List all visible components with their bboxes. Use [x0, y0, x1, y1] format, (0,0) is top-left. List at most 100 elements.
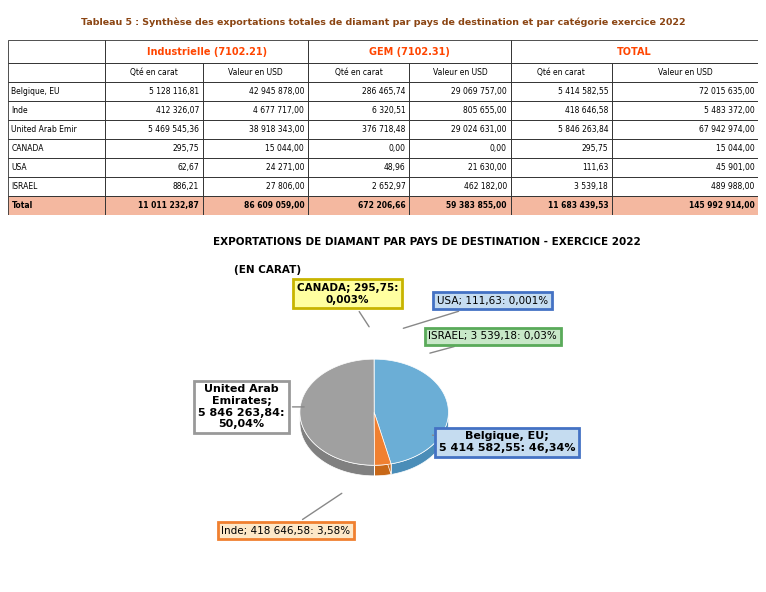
Text: United Arab
Emirates;
5 846 263,84:
50,04%: United Arab Emirates; 5 846 263,84: 50,0… [198, 384, 304, 429]
Bar [511, 197, 612, 215]
Text: 286 465,74: 286 465,74 [362, 87, 405, 96]
Text: 111,63: 111,63 [582, 163, 608, 172]
Bar [612, 158, 758, 177]
Text: CANADA; 295,75:
0,003%: CANADA; 295,75: 0,003% [297, 283, 398, 327]
Bar [105, 139, 203, 158]
Bar [203, 158, 308, 177]
Text: Inde: Inde [11, 106, 28, 115]
Bar [8, 158, 105, 177]
Bar [203, 197, 308, 215]
Bar [308, 40, 511, 63]
Text: 42 945 878,00: 42 945 878,00 [249, 87, 304, 96]
Text: 48,96: 48,96 [384, 163, 405, 172]
Text: Qté en carat: Qté en carat [538, 68, 585, 77]
Bar [8, 139, 105, 158]
Text: (EN CARAT): (EN CARAT) [234, 265, 302, 275]
Polygon shape [374, 412, 391, 474]
Bar [105, 82, 203, 101]
Text: Qté en carat: Qté en carat [335, 68, 382, 77]
Text: 2 652,97: 2 652,97 [372, 182, 405, 191]
Bar [105, 120, 203, 139]
Text: 805 655,00: 805 655,00 [463, 106, 507, 115]
Bar [612, 197, 758, 215]
Text: 295,75: 295,75 [172, 144, 199, 153]
Bar [409, 197, 511, 215]
Bar [308, 63, 409, 82]
Text: 0,00: 0,00 [388, 144, 405, 153]
Text: United Arab Emir: United Arab Emir [11, 125, 77, 134]
Bar [511, 158, 612, 177]
Bar [105, 197, 203, 215]
Bar [8, 101, 105, 120]
Bar [409, 101, 511, 120]
PathPatch shape [374, 412, 391, 465]
Bar [409, 120, 511, 139]
Text: Valeur en USD: Valeur en USD [658, 68, 712, 77]
Text: 45 901,00: 45 901,00 [716, 163, 755, 172]
Bar [612, 101, 758, 120]
Text: 3 539,18: 3 539,18 [574, 182, 608, 191]
Bar [8, 197, 105, 215]
Text: 0,00: 0,00 [490, 144, 507, 153]
Text: 15 044,00: 15 044,00 [266, 144, 304, 153]
Bar [105, 40, 308, 63]
Text: 5 414 582,55: 5 414 582,55 [558, 87, 608, 96]
Text: 86 609 059,00: 86 609 059,00 [244, 201, 304, 210]
Bar [203, 63, 308, 82]
Bar [612, 139, 758, 158]
Text: 72 015 635,00: 72 015 635,00 [699, 87, 755, 96]
Text: 6 320,51: 6 320,51 [372, 106, 405, 115]
Bar [8, 120, 105, 139]
Text: USA: USA [11, 163, 27, 172]
Text: Tableau 5 : Synthèse des exportations totales de diamant par pays de destination: Tableau 5 : Synthèse des exportations to… [80, 18, 686, 27]
Text: Inde; 418 646,58: 3,58%: Inde; 418 646,58: 3,58% [221, 493, 350, 536]
Text: Valeur en USD: Valeur en USD [433, 68, 487, 77]
Bar [105, 101, 203, 120]
Bar [203, 120, 308, 139]
Bar [612, 63, 758, 82]
PathPatch shape [300, 359, 375, 465]
Text: 5 128 116,81: 5 128 116,81 [149, 87, 199, 96]
Text: 5 483 372,00: 5 483 372,00 [704, 106, 755, 115]
Text: 489 988,00: 489 988,00 [711, 182, 755, 191]
Text: 29 069 757,00: 29 069 757,00 [451, 87, 507, 96]
Text: CANADA: CANADA [11, 144, 44, 153]
Bar [409, 139, 511, 158]
Text: Total: Total [11, 201, 33, 210]
Text: 29 024 631,00: 29 024 631,00 [451, 125, 507, 134]
Text: 462 182,00: 462 182,00 [463, 182, 507, 191]
Text: 5 846 263,84: 5 846 263,84 [558, 125, 608, 134]
Bar [8, 40, 105, 63]
Text: 11 011 232,87: 11 011 232,87 [138, 201, 199, 210]
Text: 4 677 717,00: 4 677 717,00 [254, 106, 304, 115]
Bar [105, 197, 203, 215]
Text: Valeur en USD: Valeur en USD [228, 68, 283, 77]
Bar [612, 82, 758, 101]
Bar [409, 197, 511, 215]
Text: 886,21: 886,21 [173, 182, 199, 191]
Text: 376 718,48: 376 718,48 [362, 125, 405, 134]
Text: Industrielle (7102.21): Industrielle (7102.21) [146, 47, 267, 57]
Text: 21 630,00: 21 630,00 [468, 163, 507, 172]
Text: EXPORTATIONS DE DIAMANT PAR PAYS DE DESTINATION - EXERCICE 2022: EXPORTATIONS DE DIAMANT PAR PAYS DE DEST… [213, 237, 641, 247]
Text: Belgique, EU: Belgique, EU [11, 87, 60, 96]
Bar [511, 197, 612, 215]
Polygon shape [300, 413, 375, 476]
Bar [511, 139, 612, 158]
Text: GEM (7102.31): GEM (7102.31) [369, 47, 450, 57]
Bar [308, 82, 409, 101]
Bar [203, 177, 308, 197]
Bar [8, 82, 105, 101]
Text: TOTAL: TOTAL [617, 47, 652, 57]
Bar [511, 177, 612, 197]
PathPatch shape [374, 359, 448, 464]
Polygon shape [375, 464, 391, 476]
Bar [308, 120, 409, 139]
Text: 59 383 855,00: 59 383 855,00 [447, 201, 507, 210]
Bar [203, 197, 308, 215]
Bar [308, 101, 409, 120]
Text: ISRAEL: ISRAEL [11, 182, 38, 191]
Bar [511, 40, 758, 63]
Bar [612, 120, 758, 139]
Bar [203, 139, 308, 158]
